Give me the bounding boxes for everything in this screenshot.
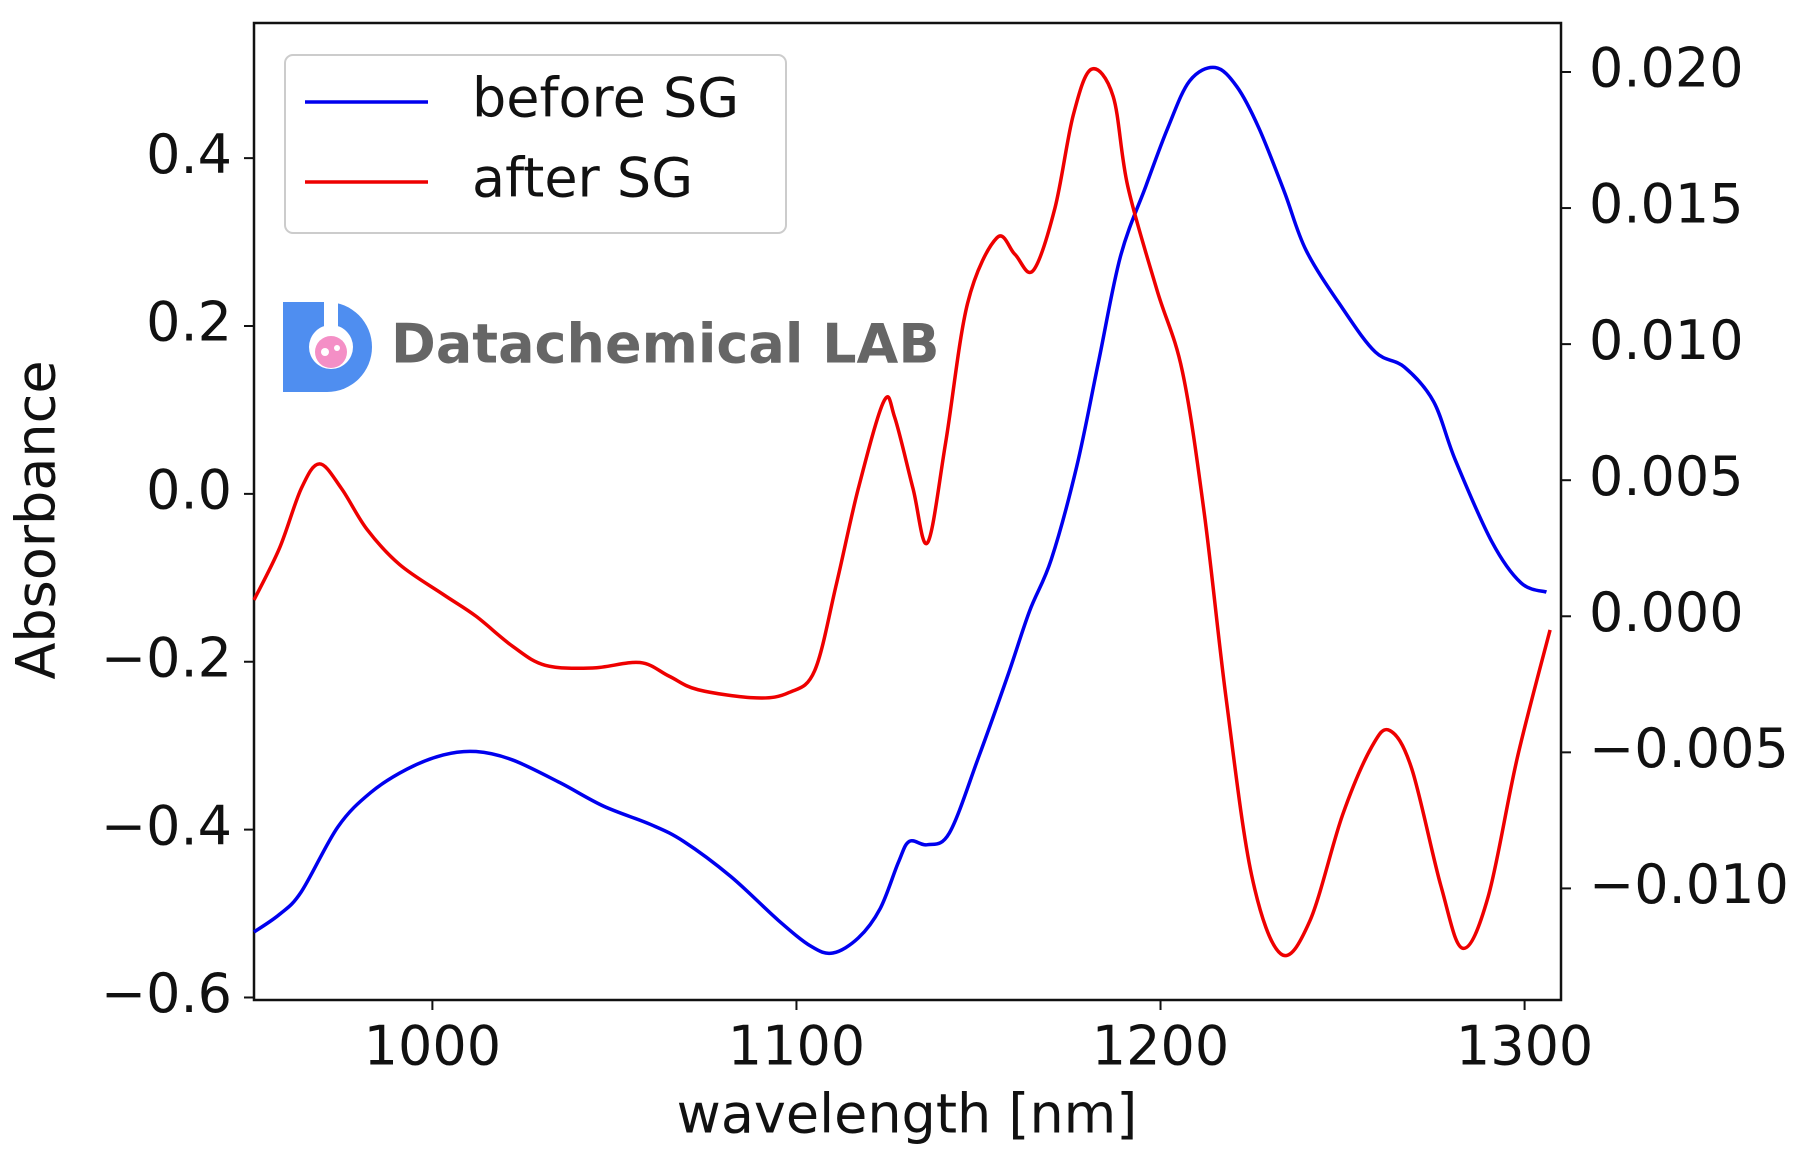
y-tick-label: 0.4	[146, 123, 232, 186]
y2-tick-label: 0.010	[1589, 309, 1744, 372]
y2-tick-label: 0.000	[1589, 581, 1744, 644]
watermark: Datachemical LAB	[391, 313, 940, 376]
legend-box	[284, 54, 787, 234]
y2-tick-label: −0.010	[1589, 853, 1789, 916]
x-tick-label: 1300	[1456, 1015, 1593, 1078]
y-tick-label: −0.2	[101, 626, 232, 689]
series-line	[253, 65, 1548, 956]
x-tick-label: 1000	[364, 1015, 501, 1078]
x-tick-label: 1100	[728, 1015, 865, 1078]
y-axis-label: Absorbance	[5, 360, 68, 679]
y-tick-label: 0.0	[146, 459, 232, 522]
series-line	[252, 67, 1552, 958]
logo	[283, 300, 372, 392]
y-tick-label: 0.2	[146, 291, 232, 354]
y2-tick-label: −0.005	[1589, 717, 1789, 780]
legend-label: before SG	[472, 67, 739, 130]
y2-tick-label: 0.015	[1589, 173, 1744, 236]
legend-label: after SG	[472, 147, 693, 210]
x-axis-label: wavelength [nm]	[677, 1083, 1138, 1146]
y2-tick-label: 0.005	[1589, 445, 1744, 508]
plot-frame	[252, 21, 1563, 1002]
y-tick-label: −0.4	[101, 794, 232, 857]
y2-tick-label: 0.020	[1589, 37, 1744, 100]
y-tick-label: −0.6	[101, 962, 232, 1025]
x-tick-label: 1200	[1092, 1015, 1229, 1078]
